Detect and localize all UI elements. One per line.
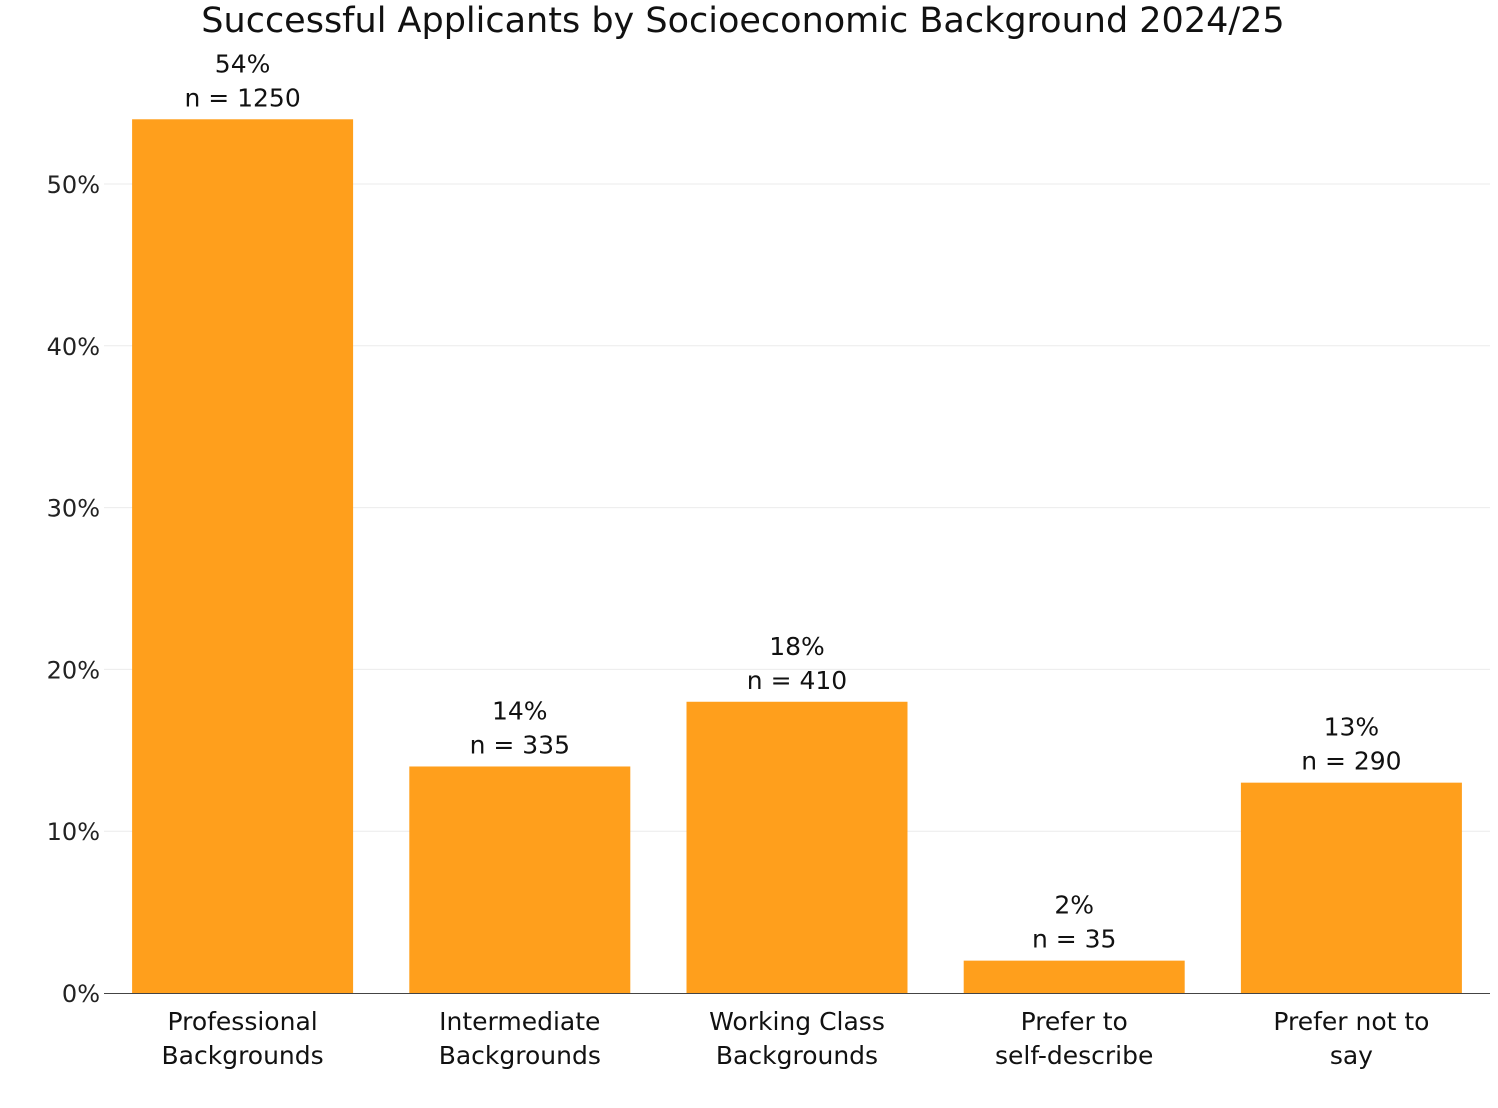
y-tick-label: 20% (47, 656, 100, 684)
x-tick-label: self-describe (995, 1041, 1153, 1070)
x-tick-label: Professional (167, 1007, 317, 1036)
data-label-count: n = 1250 (184, 83, 300, 112)
data-label-count: n = 335 (470, 730, 570, 759)
bar (132, 119, 354, 993)
y-axis-ticks: 0% 10% 20% 30% 40% 50% (47, 171, 100, 1008)
bar (686, 701, 908, 993)
x-axis-ticks: Professional Backgrounds Intermediate Backg… (162, 1007, 1430, 1070)
x-tick-label: say (1330, 1041, 1373, 1070)
y-tick-label: 10% (47, 818, 100, 846)
x-tick-label: Backgrounds (162, 1041, 324, 1070)
y-tick-label: 0% (62, 980, 100, 1008)
y-tick-label: 40% (47, 333, 100, 361)
x-tick-label: Intermediate (439, 1007, 600, 1036)
data-labels: 54% n = 1250 14% n = 335 18% n = 410 2% n = 35 1… (184, 49, 1401, 953)
data-label-percent: 2% (1054, 891, 1094, 920)
chart-title: Successful Applicants by Socioeconomic B… (201, 1, 1284, 41)
data-label-percent: 18% (769, 632, 825, 661)
y-tick-label: 30% (47, 495, 100, 523)
bar (409, 766, 631, 993)
x-tick-label: Backgrounds (716, 1041, 878, 1070)
x-tick-label: Backgrounds (439, 1041, 601, 1070)
x-tick-label: Working Class (709, 1007, 885, 1036)
bars (132, 119, 1462, 993)
y-tick-label: 50% (47, 171, 100, 199)
data-label-count: n = 410 (747, 666, 847, 695)
bar (1240, 782, 1462, 993)
data-label-percent: 54% (215, 49, 271, 78)
data-label-percent: 13% (1324, 713, 1380, 742)
x-tick-label: Prefer not to (1273, 1007, 1429, 1036)
bar (963, 960, 1185, 993)
data-label-count: n = 290 (1301, 747, 1401, 776)
data-label-percent: 14% (492, 696, 548, 725)
data-label-count: n = 35 (1032, 925, 1117, 954)
x-tick-label: Prefer to (1021, 1007, 1128, 1036)
